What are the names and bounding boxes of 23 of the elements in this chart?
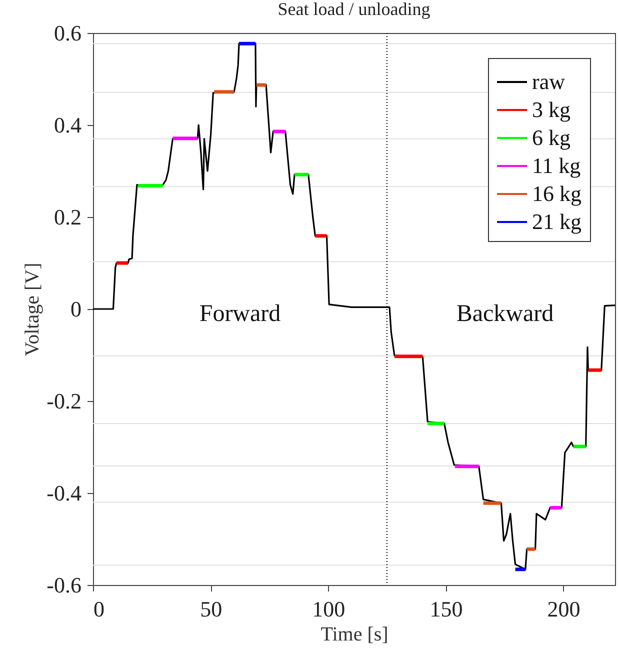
annotation: Backward <box>456 301 554 327</box>
legend-label: 6 kg <box>532 125 570 150</box>
chart-title: Seat load / unloading <box>278 0 430 19</box>
x-tick-label: 200 <box>547 596 580 622</box>
y-tick-label: -0.4 <box>46 480 82 506</box>
y-tick-label: 0 <box>70 296 82 322</box>
annotation: Forward <box>199 301 281 327</box>
y-tick-label: 0.2 <box>54 204 82 230</box>
y-tick-label: 0.6 <box>54 20 82 46</box>
legend-label: raw <box>532 69 566 94</box>
x-axis-title: Time [s] <box>320 624 388 646</box>
y-tick-label: 0.4 <box>54 112 82 138</box>
x-tick-label: 100 <box>312 596 346 622</box>
legend-label: 11 kg <box>532 153 581 178</box>
y-tick-label: -0.6 <box>46 572 82 598</box>
y-tick-label: -0.2 <box>46 388 82 414</box>
legend-label: 16 kg <box>532 181 582 206</box>
y-axis-title: Voltage [V] <box>22 262 44 356</box>
x-tick-label: 150 <box>430 596 463 622</box>
legend-label: 21 kg <box>532 209 582 234</box>
legend-label: 3 kg <box>532 97 570 122</box>
x-tick-label: 0 <box>94 596 104 622</box>
x-tick-label: 50 <box>200 596 222 622</box>
